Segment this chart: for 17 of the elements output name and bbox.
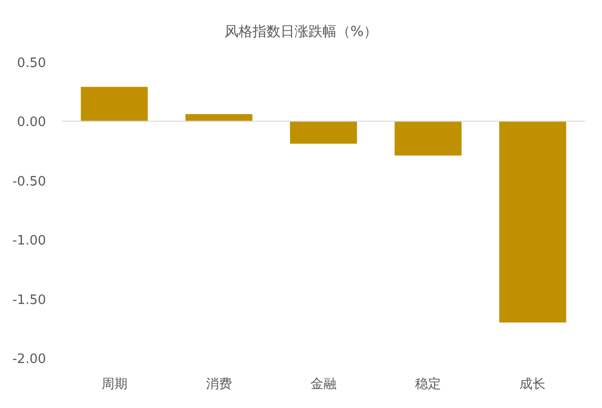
x-tick-label: 消费 bbox=[206, 377, 232, 392]
bar bbox=[394, 121, 462, 156]
bar bbox=[499, 121, 566, 322]
y-tick-label: -0.50 bbox=[12, 174, 46, 190]
bar bbox=[290, 121, 357, 144]
y-tick-label: 0.50 bbox=[17, 56, 46, 71]
y-tick-label: 0.00 bbox=[17, 115, 46, 130]
y-tick-label: -1.50 bbox=[12, 292, 46, 308]
y-tick-label: -1.00 bbox=[12, 234, 46, 249]
x-tick-label: 稳定 bbox=[415, 377, 442, 392]
x-tick-label: 金融 bbox=[310, 377, 336, 392]
x-tick-label: 周期 bbox=[101, 377, 128, 392]
y-tick-label: -2.00 bbox=[12, 352, 46, 367]
bar bbox=[80, 86, 148, 122]
x-tick-label: 成长 bbox=[520, 377, 546, 392]
chart-title: 风格指数日涨跌幅（%） bbox=[224, 24, 378, 40]
bar bbox=[185, 114, 252, 122]
